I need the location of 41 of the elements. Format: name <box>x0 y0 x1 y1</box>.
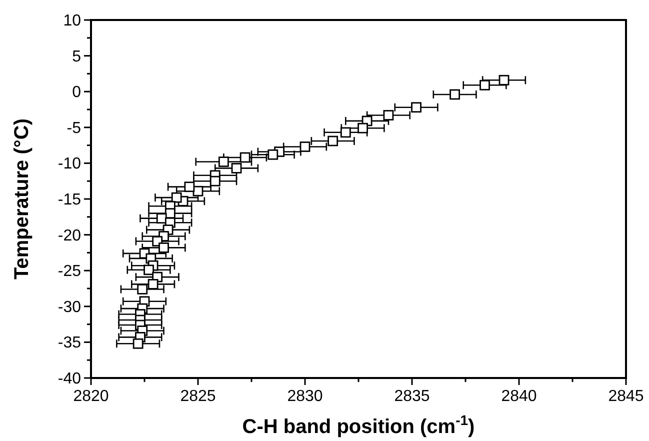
x-tick-label: 2820 <box>73 388 109 405</box>
y-tick-label: -35 <box>58 334 82 352</box>
y-axis-title: Temperature (°C) <box>11 118 33 280</box>
y-tick-label: -15 <box>58 192 82 208</box>
y-tick-label: 0 <box>72 84 82 102</box>
y-tick-label: -10 <box>58 156 82 173</box>
point <box>450 89 460 100</box>
point <box>210 176 220 186</box>
point <box>218 156 229 167</box>
y-tick-label: -40 <box>58 370 82 388</box>
point <box>268 149 278 160</box>
point <box>358 122 368 134</box>
point <box>158 242 169 253</box>
y-tick-label: -25 <box>58 263 82 280</box>
point <box>411 102 422 113</box>
point <box>383 110 394 120</box>
point <box>328 136 338 146</box>
point <box>184 182 195 192</box>
y-tick-label: 5 <box>72 48 82 66</box>
point <box>137 284 148 294</box>
y-tick-label: -20 <box>58 227 82 244</box>
point <box>498 74 510 86</box>
point <box>300 142 310 152</box>
x-axis-title: C-H band position (cm$^{-1}$) <box>242 412 475 438</box>
x-tick-label: 2840 <box>501 388 537 405</box>
point <box>148 279 158 290</box>
y-tick-label: 10 <box>63 12 82 30</box>
point <box>171 192 182 203</box>
point <box>156 213 167 224</box>
point <box>144 264 154 276</box>
point <box>192 186 204 196</box>
y-tick-label: -30 <box>58 298 82 316</box>
x-tick-label: 2830 <box>287 388 323 405</box>
point <box>132 338 144 349</box>
x-tick-label: 2845 <box>608 388 644 405</box>
x-tick-label: 2825 <box>180 388 216 405</box>
point <box>480 80 490 90</box>
point <box>231 163 242 174</box>
x-tick-label: 2835 <box>394 388 430 405</box>
y-tick-label: -5 <box>66 120 82 137</box>
point <box>340 127 351 138</box>
